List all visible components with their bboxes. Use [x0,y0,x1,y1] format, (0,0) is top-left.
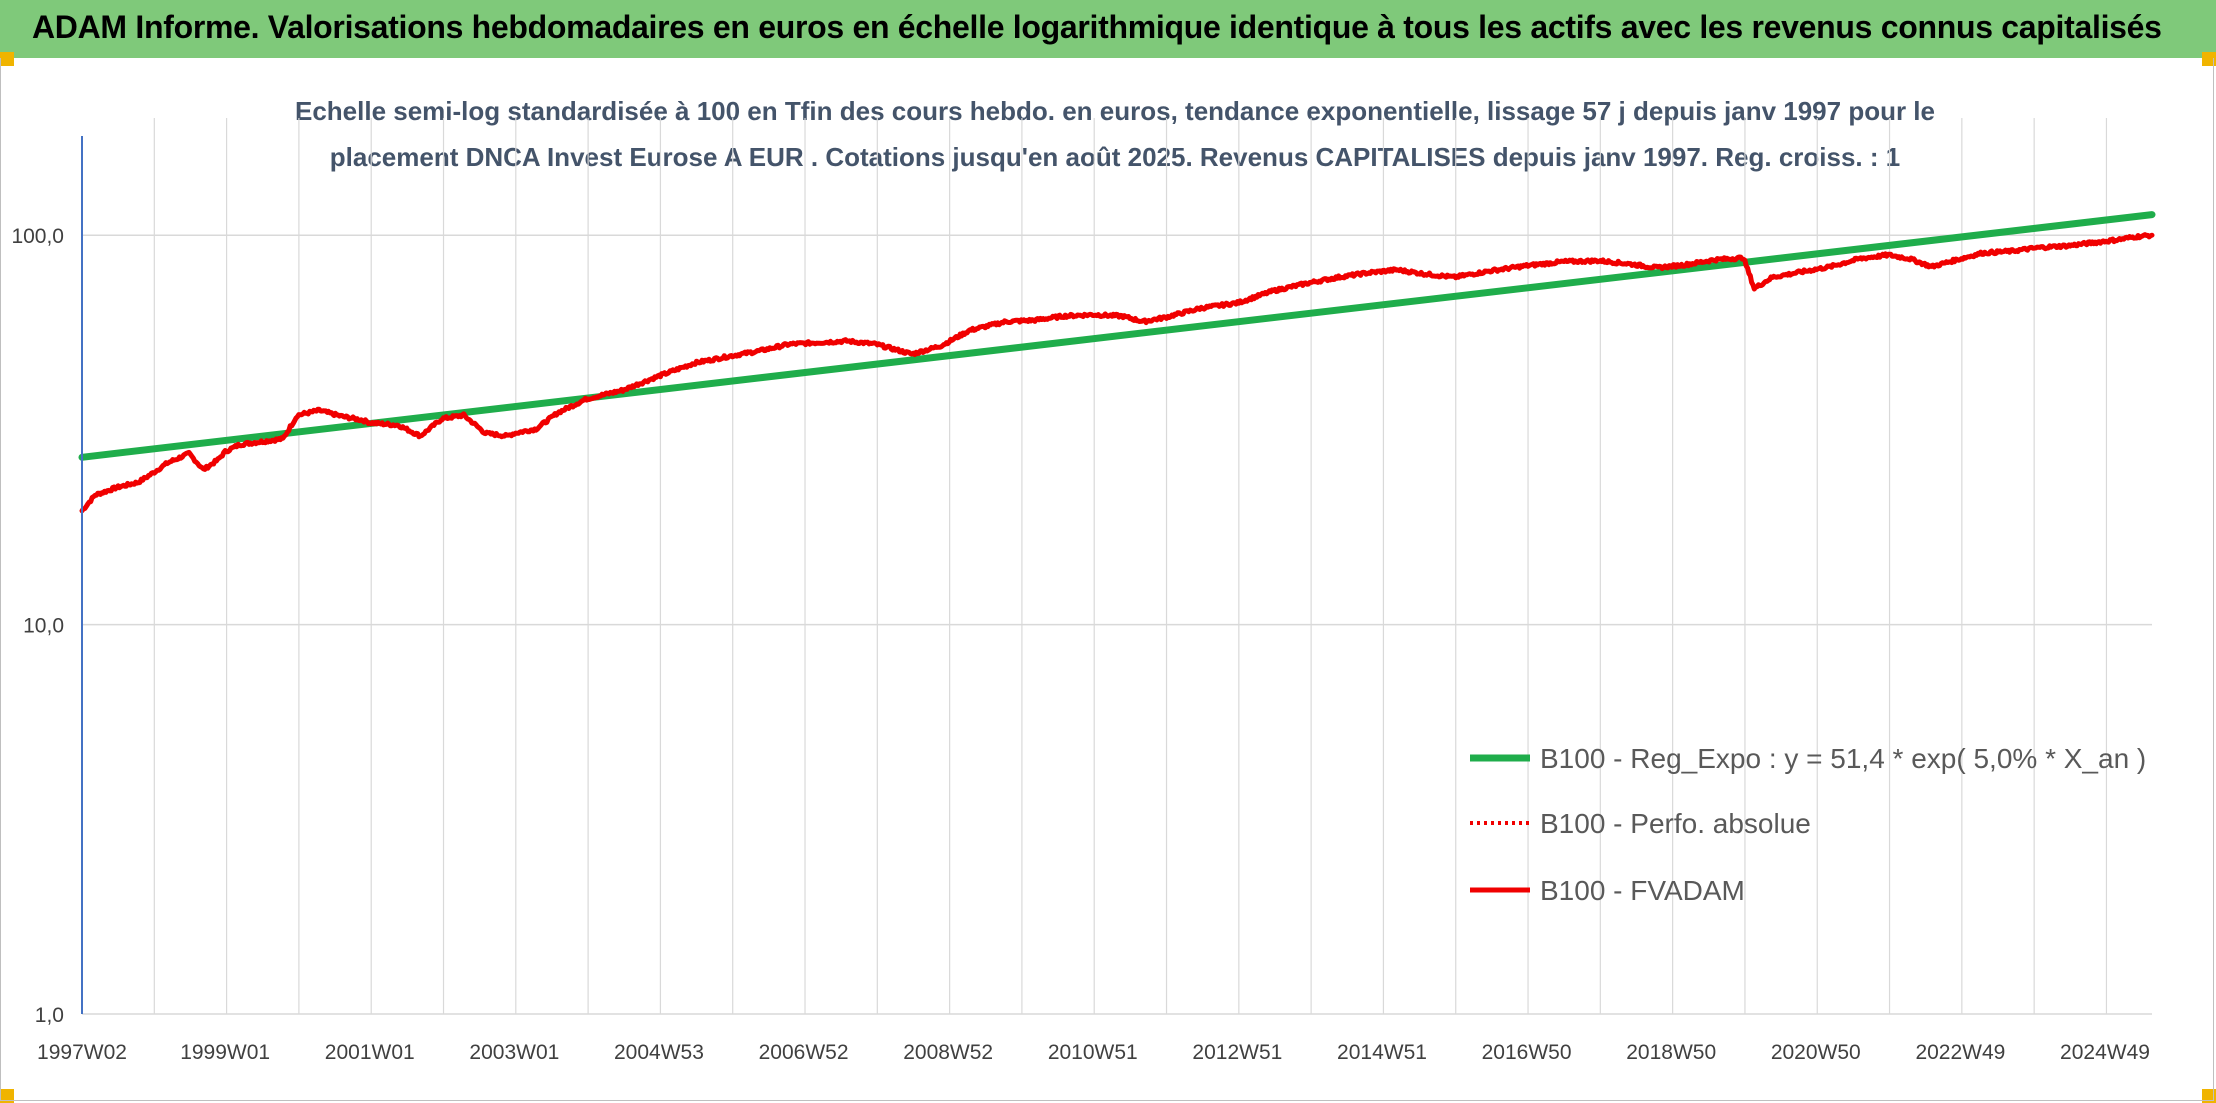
x-tick-label: 2010W51 [1048,1041,1138,1064]
series-line-1 [78,211,2156,461]
legend: B100 - Reg_Expo : y = 51,4 * exp( 5,0% *… [1470,743,2146,906]
report-title: ADAM Informe. Valorisations hebdomadaire… [32,9,2162,45]
x-tick-label: 2003W01 [469,1041,559,1064]
x-tick-label: 2016W50 [1482,1041,1572,1064]
y-tick-label: 10,0 [23,615,64,638]
x-tick-label: 2004W53 [614,1041,704,1064]
corner-marker-top-left [0,52,14,66]
x-tick-label: 2006W52 [759,1041,849,1064]
x-tick-label: 2018W50 [1626,1041,1716,1064]
x-tick-label: 2012W51 [1192,1041,1282,1064]
corner-marker-bottom-right [2202,1089,2216,1103]
corner-marker-top-right [2202,52,2216,66]
series-line-3 [79,232,2155,514]
x-tick-label: 2022W49 [1915,1041,2005,1064]
legend-label-2: B100 - Perfo. absolue [1540,808,1811,839]
x-tick-labels: 1997W02 1999W01 2001W01 2003W01 2004W53 2006W… [37,1041,2150,1064]
x-tick-label: 1999W01 [180,1041,270,1064]
x-tick-label: 2014W51 [1337,1041,1427,1064]
y-tick-labels: 1,0 10,0 100,0 [11,225,64,1027]
chart-title-line-2: placement DNCA Invest Eurose A EUR . Cot… [329,142,1901,172]
chart-title-line-1: Echelle semi-log standardisée à 100 en T… [294,96,1935,126]
legend-label-1: B100 - Reg_Expo : y = 51,4 * exp( 5,0% *… [1540,743,2146,774]
x-tick-label: 1997W02 [37,1041,127,1064]
corner-marker-bottom-left [0,1089,14,1103]
x-tick-label: 2001W01 [325,1041,415,1064]
x-tick-label: 2020W50 [1771,1041,1861,1064]
y-tick-label: 1,0 [35,1004,64,1027]
x-tick-label: 2008W52 [903,1041,993,1064]
legend-label-3: B100 - FVADAM [1540,875,1745,906]
y-tick-label: 100,0 [11,225,64,248]
report-banner: ADAM Informe. Valorisations hebdomadaire… [0,0,2216,58]
chart-frame [0,58,2214,1101]
series-layer [78,211,2156,514]
x-tick-label: 2024W49 [2060,1041,2150,1064]
